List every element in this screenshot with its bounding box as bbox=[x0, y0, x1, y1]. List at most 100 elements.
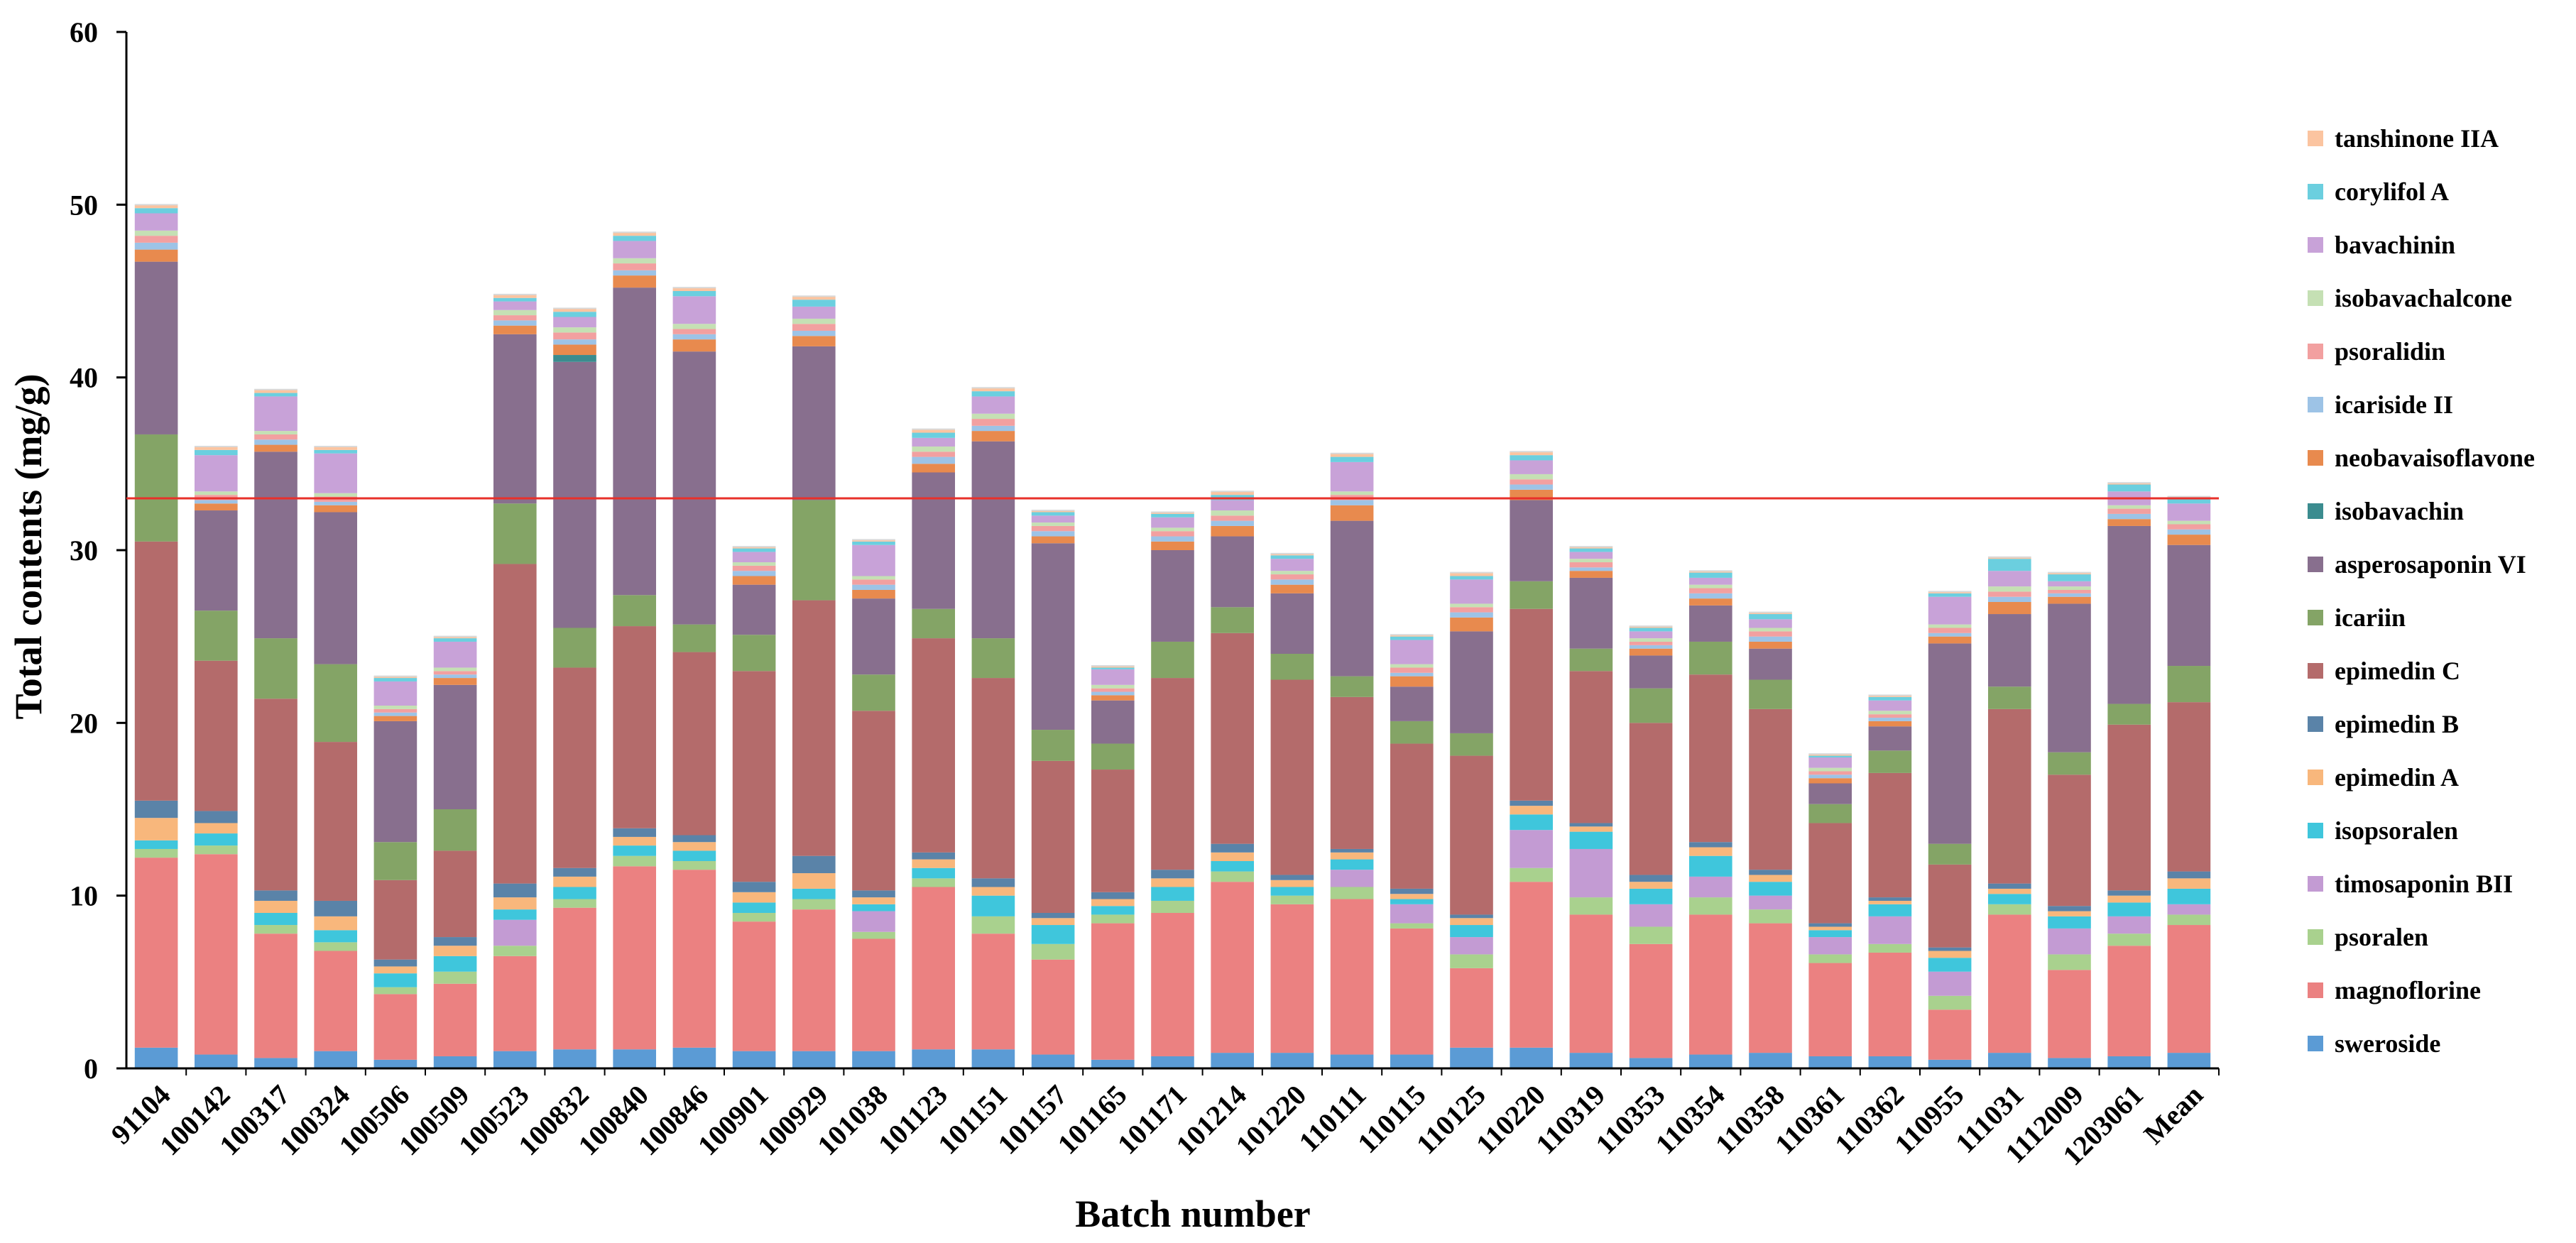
bar-stack-110362 bbox=[1868, 694, 1912, 1068]
bar-segment-corylifol-a bbox=[433, 638, 477, 642]
bar-segment-asperosaponin-vi bbox=[1928, 643, 1972, 844]
bar-segment-magnoflorine bbox=[1211, 882, 1255, 1053]
bar-segment-epimedin-a bbox=[553, 876, 596, 887]
bar-segment-corylifol-a bbox=[1450, 576, 1493, 580]
bar-segment-epimedin-a bbox=[433, 946, 477, 956]
bar-segment-icariin bbox=[732, 635, 776, 672]
bar-segment-psoralidin bbox=[1868, 714, 1912, 718]
bar-segment-icariside-ii bbox=[732, 571, 776, 576]
bar-segment-psoralidin bbox=[373, 708, 417, 713]
bar-segment-sweroside bbox=[1450, 1047, 1493, 1068]
bar-segment-tanshinone-iia bbox=[1390, 635, 1434, 637]
bar-segment-asperosaponin-vi bbox=[433, 684, 477, 809]
bar-segment-magnoflorine bbox=[1868, 952, 1912, 1056]
bar-segment-psoralidin bbox=[1450, 607, 1493, 613]
bar-segment-epimedin-b bbox=[194, 811, 238, 823]
legend-swatch bbox=[2308, 450, 2323, 466]
bar-segment-sweroside bbox=[1749, 1053, 1792, 1068]
bar-segment-tanshinone-iia bbox=[1510, 451, 1554, 456]
bar-segment-icariin bbox=[1450, 733, 1493, 756]
bar-segment-psoralen bbox=[1510, 867, 1554, 882]
bar-segment-tanshinone-iia bbox=[1270, 553, 1314, 556]
bar-stack-110111 bbox=[1330, 452, 1374, 1068]
bar-segment-isopsoralen bbox=[672, 850, 716, 861]
bar-segment-corylifol-a bbox=[672, 291, 716, 297]
bar-segment-epimedin-c bbox=[553, 667, 596, 868]
bar-segment-icariin bbox=[1569, 648, 1613, 672]
bar-segment-sweroside bbox=[672, 1047, 716, 1068]
bar-segment-tanshinone-iia bbox=[1091, 666, 1135, 668]
bar-segment-psoralen bbox=[1270, 895, 1314, 904]
bar-segment-isopsoralen bbox=[1270, 887, 1314, 896]
bar-segment-asperosaponin-vi bbox=[1987, 614, 2031, 687]
bar-segment-icariside-ii bbox=[1330, 500, 1374, 505]
bar-segment-icariin bbox=[1808, 804, 1852, 823]
bar-segment-bavachinin bbox=[1688, 577, 1732, 585]
bar-segment-epimedin-a bbox=[2048, 911, 2091, 916]
bar-segment-icariin bbox=[194, 610, 238, 661]
bar-segment-psoralidin bbox=[1569, 562, 1613, 568]
bar-segment-epimedin-a bbox=[1450, 918, 1493, 926]
bar-segment-neobavaisoflavone bbox=[672, 339, 716, 352]
bar-stack-110354 bbox=[1688, 570, 1732, 1068]
bar-segment-tanshinone-iia bbox=[1868, 695, 1912, 697]
bar-segment-magnoflorine bbox=[732, 921, 776, 1051]
bar-segment-epimedin-a bbox=[314, 916, 358, 931]
bar-segment-sweroside bbox=[1569, 1053, 1613, 1068]
bar-segment-tanshinone-iia bbox=[971, 388, 1015, 392]
bar-stack-101123 bbox=[912, 428, 956, 1068]
bar-segment-isobavachalcone bbox=[1390, 664, 1434, 668]
legend-label: isopsoralen bbox=[2335, 816, 2458, 845]
bar-segment-corylifol-a bbox=[852, 541, 895, 545]
bar-segment-bavachinin bbox=[314, 453, 358, 493]
bar-segment-icariin bbox=[1987, 686, 2031, 709]
bar-segment-asperosaponin-vi bbox=[1091, 700, 1135, 744]
legend-swatch bbox=[2308, 982, 2323, 998]
bar-segment-tanshinone-iia bbox=[1928, 591, 1972, 593]
y-axis-title: Total contents (mg/g) bbox=[7, 374, 50, 720]
bar-segment-epimedin-b bbox=[553, 867, 596, 877]
bar-segment-isopsoralen bbox=[1808, 930, 1852, 938]
bar-segment-icariside-ii bbox=[1390, 672, 1434, 677]
bar-segment-epimedin-b bbox=[732, 882, 776, 892]
bar-segment-epimedin-a bbox=[1808, 926, 1852, 931]
bar-segment-sweroside bbox=[2107, 1056, 2151, 1068]
bar-segment-timosaponin-bii bbox=[493, 919, 537, 946]
bar-segment-psoralidin bbox=[792, 324, 836, 331]
bar-segment-bavachinin bbox=[1808, 757, 1852, 768]
bar-segment-psoralen bbox=[1390, 923, 1434, 929]
bar-segment-tanshinone-iia bbox=[194, 447, 238, 450]
bar-segment-corylifol-a bbox=[792, 300, 836, 307]
bar-segment-icariside-ii bbox=[194, 500, 238, 504]
legend-item-asperosaponin-vi: asperosaponin VI bbox=[2308, 550, 2526, 579]
bar-segment-isobavachalcone bbox=[194, 491, 238, 495]
bar-segment-psoralen bbox=[2167, 914, 2211, 926]
bar-segment-isobavachalcone bbox=[1031, 522, 1075, 526]
bar-segment-psoralidin bbox=[971, 419, 1015, 426]
legend-item-neobavaisoflavone: neobavaisoflavone bbox=[2308, 444, 2535, 472]
bar-segment-tanshinone-iia bbox=[553, 308, 596, 312]
bar-segment-psoralidin bbox=[1390, 667, 1434, 673]
legend-label: corylifol A bbox=[2335, 177, 2449, 206]
bar-segment-epimedin-a bbox=[1987, 888, 2031, 894]
bar-segment-tanshinone-iia bbox=[1031, 510, 1075, 513]
bar-segment-epimedin-b bbox=[254, 890, 298, 901]
bar-segment-epimedin-b bbox=[373, 959, 417, 967]
bar-segment-isobavachalcone bbox=[1749, 628, 1792, 632]
bar-segment-sweroside bbox=[852, 1051, 895, 1068]
bar-segment-epimedin-c bbox=[1211, 633, 1255, 844]
bar-segment-magnoflorine bbox=[1151, 913, 1194, 1056]
y-tick-label: 20 bbox=[70, 707, 98, 739]
bar-segment-isopsoralen bbox=[912, 867, 956, 879]
bar-segment-epimedin-a bbox=[1151, 878, 1194, 887]
bar-segment-asperosaponin-vi bbox=[194, 510, 238, 611]
bar-segment-neobavaisoflavone bbox=[254, 444, 298, 452]
bar-segment-psoralen bbox=[373, 987, 417, 995]
bar-segment-isobavachalcone bbox=[1091, 684, 1135, 689]
bar-segment-icariside-ii bbox=[2107, 513, 2151, 520]
bar-segment-corylifol-a bbox=[1688, 572, 1732, 578]
bar-segment-corylifol-a bbox=[254, 393, 298, 397]
bar-segment-icariin bbox=[1688, 641, 1732, 675]
bar-stack-100142 bbox=[194, 446, 238, 1068]
bar-segment-isobavachalcone bbox=[2107, 505, 2151, 509]
